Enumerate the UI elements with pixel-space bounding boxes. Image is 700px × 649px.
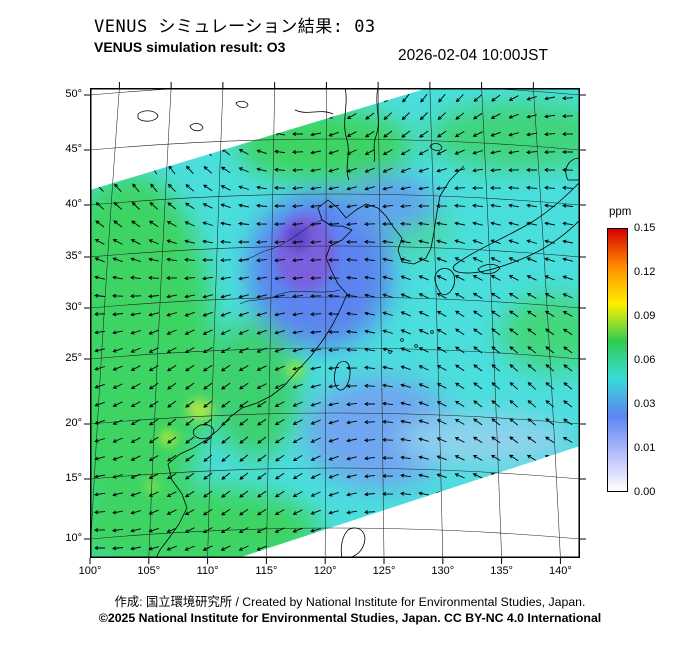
simulation-timestamp: 2026-02-04 10:00JST — [398, 47, 548, 64]
lat-tick-label: 40° — [65, 198, 82, 210]
colorbar-tick-label: 0.01 — [634, 442, 656, 454]
lon-tick-label: 120° — [313, 565, 337, 577]
lon-tick-label: 110° — [196, 565, 219, 577]
lon-tick-label: 100° — [78, 565, 102, 577]
lon-tick-label: 130° — [431, 565, 455, 577]
lon-axis: 100° 105° 110° 115° 120° 125° 130° 135° 140° — [79, 565, 580, 581]
colorbar: ppm 0.15 0.12 0.09 0.06 0.03 0.01 0.00 — [607, 206, 655, 498]
lon-tick-label: 135° — [490, 565, 513, 577]
lon-tick-label: 140° — [549, 565, 572, 577]
lat-tick-label: 30° — [65, 301, 82, 313]
lon-tick-label: 115° — [255, 565, 278, 577]
page-title-english: VENUS simulation result: O3 — [94, 39, 286, 55]
colorbar-tick-label: 0.15 — [634, 222, 656, 234]
colorbar-ticks: 0.15 0.12 0.09 0.06 0.03 0.01 0.00 — [634, 222, 678, 498]
colorbar-tick-label: 0.12 — [634, 266, 656, 278]
colorbar-tick-label: 0.03 — [634, 398, 656, 410]
lat-tick-label: 10° — [65, 532, 82, 544]
lat-axis: 50° 45° 40° 35° 30° 25° 20° 15° 10° — [48, 88, 82, 558]
lat-tick-label: 35° — [65, 250, 82, 262]
lon-tick-label: 105° — [137, 565, 161, 577]
colorbar-tick-label: 0.00 — [634, 486, 656, 498]
colorbar-frame — [607, 228, 628, 492]
colorbar-tick-label: 0.06 — [634, 354, 656, 366]
lat-tick-label: 20° — [65, 417, 82, 429]
footer-credit: 作成: 国立環境研究所 / Created by National Instit… — [114, 595, 586, 609]
lat-tick-label: 15° — [65, 472, 82, 484]
lat-tick-label: 25° — [65, 352, 82, 364]
map-svg — [84, 82, 586, 564]
lon-tick-label: 125° — [372, 565, 396, 577]
footer-copyright: ©2025 National Institute for Environment… — [98, 611, 602, 625]
colorbar-gradient — [608, 229, 627, 491]
map-plot: 50° 45° 40° 35° 30° 25° 20° 15° 10° 100° 105° 110°… — [65, 82, 586, 577]
colorbar-label: ppm — [609, 206, 632, 218]
lat-tick-label: 45° — [65, 143, 82, 155]
lat-tick-label: 50° — [65, 88, 82, 100]
page-title-japanese: VENUS シミュレーション結果: 03 — [94, 17, 376, 37]
colorbar-tick-label: 0.09 — [634, 310, 656, 322]
